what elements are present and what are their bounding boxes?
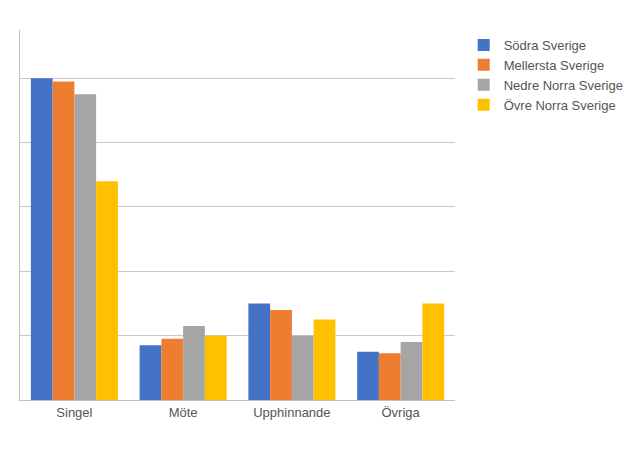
svg-text:Mellersta Sverige: Mellersta Sverige	[504, 58, 604, 73]
svg-text:Södra Sverige: Södra Sverige	[504, 38, 586, 53]
svg-text:Övre Norra Sverige: Övre Norra Sverige	[504, 98, 616, 113]
svg-text:Möte: Möte	[169, 405, 198, 420]
svg-text:Nedre Norra Sverige: Nedre Norra Sverige	[504, 78, 623, 93]
svg-text:Övriga: Övriga	[381, 405, 420, 420]
svg-text:Upphinnande: Upphinnande	[253, 405, 330, 420]
svg-text:Singel: Singel	[56, 405, 92, 420]
